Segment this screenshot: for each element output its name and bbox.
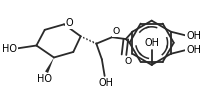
Text: O: O	[66, 18, 73, 28]
Text: OH: OH	[186, 45, 200, 55]
Text: OH: OH	[186, 31, 200, 41]
Text: HO: HO	[37, 74, 52, 84]
Text: OH: OH	[98, 78, 113, 88]
Polygon shape	[45, 57, 54, 73]
Text: HO: HO	[2, 44, 17, 54]
Text: O: O	[112, 27, 120, 36]
Text: O: O	[124, 57, 132, 66]
Text: OH: OH	[143, 38, 158, 48]
